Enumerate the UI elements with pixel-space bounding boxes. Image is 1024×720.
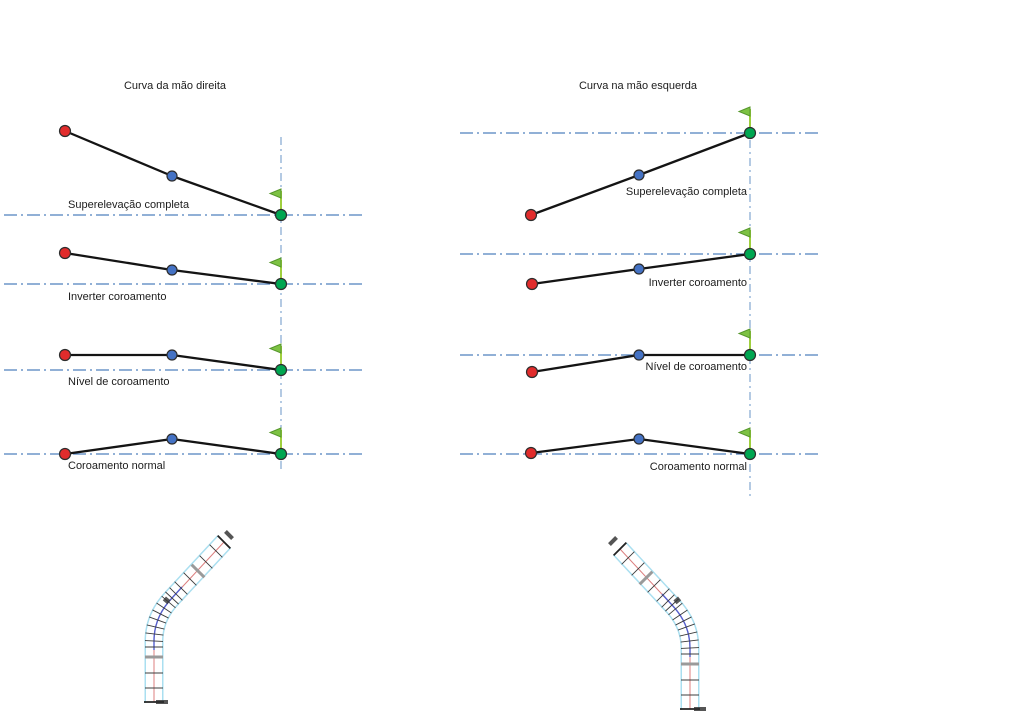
stage-label-right-coroamento-normal: Coroamento normal xyxy=(649,461,747,473)
point-blue xyxy=(166,264,178,276)
station-label-mark xyxy=(162,596,171,605)
plan-view-left-curve xyxy=(608,536,706,711)
point-green xyxy=(743,447,757,461)
stage-label-left-inverter-coroamento: Inverter coroamento xyxy=(68,291,167,303)
point-red xyxy=(58,246,72,260)
point-red xyxy=(58,348,72,362)
station-ticks xyxy=(612,541,700,710)
station-label-mark xyxy=(673,596,682,605)
point-blue xyxy=(633,433,645,445)
point-blue xyxy=(633,169,645,181)
stage-label-left-superelevacao-completa: Superelevação completa xyxy=(68,199,190,211)
point-blue xyxy=(166,349,178,361)
right-panel-title: Curva na mão esquerda xyxy=(578,80,697,92)
station-label-mark xyxy=(156,700,168,704)
point-blue xyxy=(166,433,178,445)
point-green xyxy=(743,126,757,140)
point-red xyxy=(525,365,539,379)
station-ticks xyxy=(144,534,232,703)
point-red xyxy=(524,208,538,222)
plan-view-right-curve xyxy=(144,530,234,704)
stage-label-right-inverter-coroamento: Inverter coroamento xyxy=(648,277,747,289)
point-blue xyxy=(633,349,645,361)
left-panel-title: Curva da mão direita xyxy=(123,80,227,92)
point-blue xyxy=(633,263,645,275)
stage-label-right-superelevacao-completa: Superelevação completa xyxy=(625,186,747,198)
stage-label-left-nivel-de-coroamento: Nível de coroamento xyxy=(68,376,170,388)
station-label-mark xyxy=(608,536,618,546)
point-green xyxy=(743,247,757,261)
grade-points xyxy=(58,124,757,461)
stage-label-right-nivel-de-coroamento: Nível de coroamento xyxy=(645,361,748,373)
station-label-mark xyxy=(224,530,234,540)
point-green xyxy=(274,208,288,222)
point-red xyxy=(525,277,539,291)
stage-label-left-coroamento-normal: Coroamento normal xyxy=(68,460,166,472)
point-red xyxy=(58,447,72,461)
point-green xyxy=(274,363,288,377)
point-green xyxy=(274,447,288,461)
station-label-mark xyxy=(694,707,706,711)
point-green xyxy=(743,348,757,362)
point-green xyxy=(274,277,288,291)
point-blue xyxy=(166,170,178,182)
point-red xyxy=(524,446,538,460)
point-red xyxy=(58,124,72,138)
